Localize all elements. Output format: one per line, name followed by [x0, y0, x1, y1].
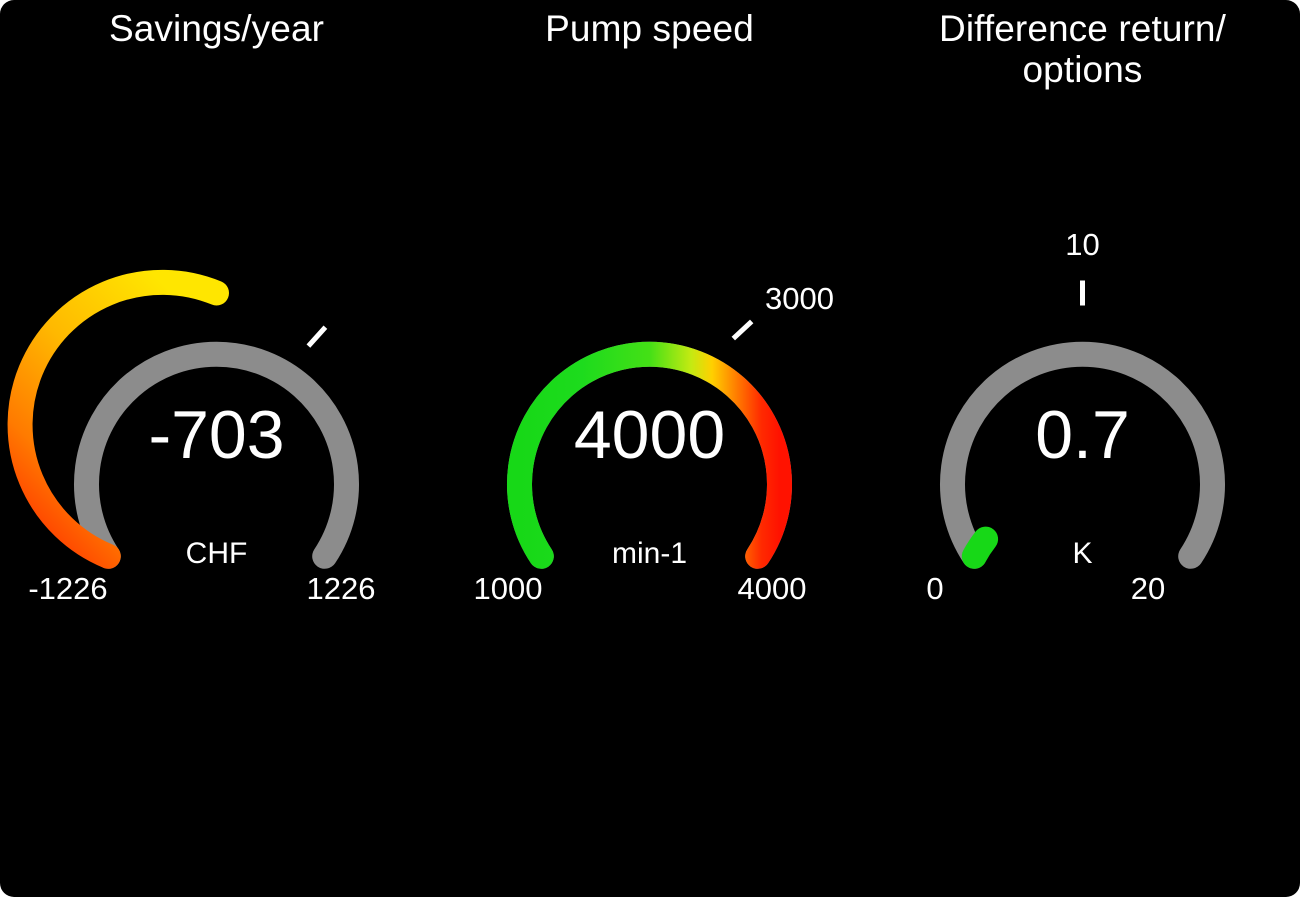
gauge-max-label-difference-return-options: 20	[1131, 571, 1165, 606]
gauge-max-label-savings-per-year: 1226	[307, 571, 376, 606]
gauge-threshold-tick	[731, 319, 754, 341]
gauge-graphic-pump-speed: 3000 4000 min-1 1000 4000	[433, 262, 866, 606]
gauge-threshold-tick	[306, 325, 328, 348]
gauge-track	[940, 341, 1225, 569]
gauge-min-label-difference-return-options: 0	[926, 571, 943, 606]
gauge-panel-difference-return-options: Difference return/ options 10 0.7 K 0 20	[866, 0, 1299, 897]
gauge-title-pump-speed: Pump speed	[545, 8, 754, 49]
gauge-value-bar	[7, 269, 229, 569]
gauge-value-bar	[961, 526, 999, 569]
gauge-threshold-label-difference-return-options: 10	[1065, 227, 1099, 262]
gauge-graphic-savings-per-year: -703 CHF -1226 1226	[0, 262, 433, 606]
gauge-title-difference-return-options: Difference return/ options	[939, 8, 1226, 91]
gauge-svg-difference-return-options: 10 0.7 K 0 20	[926, 227, 1225, 606]
gauge-graphic-difference-return-options: 10 0.7 K 0 20	[866, 227, 1299, 606]
gauge-value-bar	[507, 341, 792, 569]
gauge-svg-savings-per-year: -703 CHF -1226 1226	[7, 269, 375, 606]
gauge-title-savings-per-year: Savings/year	[108, 8, 325, 49]
gauge-min-label-savings-per-year: -1226	[28, 571, 107, 606]
gauge-value-savings-per-year: -703	[148, 397, 284, 473]
gauge-min-label-pump-speed: 1000	[474, 571, 543, 606]
gauge-unit-savings-per-year: CHF	[186, 537, 248, 570]
gauge-max-label-pump-speed: 4000	[738, 571, 807, 606]
gauge-unit-pump-speed: min-1	[612, 537, 687, 570]
gauge-unit-difference-return-options: K	[1072, 537, 1092, 570]
gauge-value-pump-speed: 4000	[574, 397, 725, 473]
gauge-svg-pump-speed: 3000 4000 min-1 1000 4000	[474, 281, 834, 606]
gauge-value-difference-return-options: 0.7	[1035, 397, 1130, 473]
gauge-track	[74, 341, 359, 569]
gauge-panel-savings-per-year: Savings/year -703	[0, 0, 433, 897]
gauge-panel-pump-speed: Pump speed	[433, 0, 866, 897]
gauge-threshold-label-pump-speed: 3000	[765, 281, 834, 316]
